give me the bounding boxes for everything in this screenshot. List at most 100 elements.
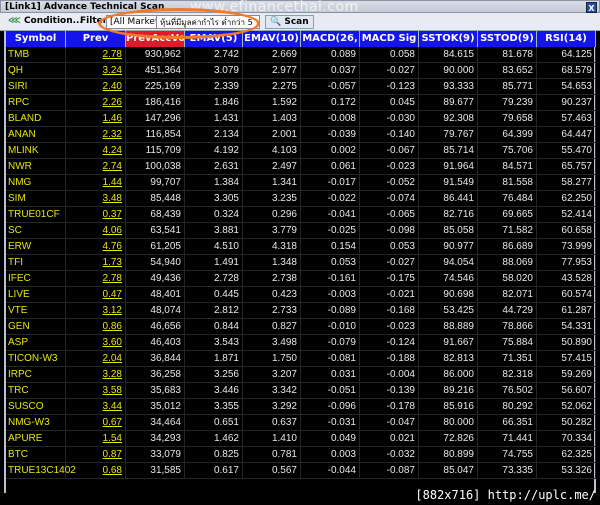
cell-sstok: 84.615 — [419, 47, 478, 63]
cell-rsi: 65.757 — [537, 159, 596, 175]
column-header-sstod[interactable]: SSTOD(9) — [478, 31, 537, 47]
cell-prev[interactable]: 0.87 — [66, 447, 126, 463]
cell-symbol[interactable]: SC — [6, 223, 66, 239]
cell-prev[interactable]: 3.28 — [66, 367, 126, 383]
cell-prev[interactable]: 2.32 — [66, 127, 126, 143]
cell-prev[interactable]: 3.48 — [66, 191, 126, 207]
cell-symbol[interactable]: IFEC — [6, 271, 66, 287]
cell-prev[interactable]: 3.44 — [66, 399, 126, 415]
cell-emav10: 2.733 — [243, 303, 301, 319]
cell-prev[interactable]: 2.78 — [66, 47, 126, 63]
cell-symbol[interactable]: SIM — [6, 191, 66, 207]
condition-button[interactable]: ⋘ Condition... — [8, 16, 83, 26]
cell-prev[interactable]: 4.06 — [66, 223, 126, 239]
column-header-macd[interactable]: MACD(26, — [301, 31, 360, 47]
cell-emav5: 1.431 — [185, 111, 243, 127]
cell-rsi: 50.282 — [537, 415, 596, 431]
cell-macd-sig: -0.023 — [360, 319, 419, 335]
cell-symbol[interactable]: TMB — [6, 47, 66, 63]
cell-rsi: 60.658 — [537, 223, 596, 239]
cell-sstod: 75.706 — [478, 143, 537, 159]
cell-emav10: 3.779 — [243, 223, 301, 239]
cell-symbol[interactable]: APURE — [6, 431, 66, 447]
cell-symbol[interactable]: ERW — [6, 239, 66, 255]
cell-prev[interactable]: 1.44 — [66, 175, 126, 191]
column-header-emav10[interactable]: EMAV(10) — [243, 31, 301, 47]
cell-sstod: 79.239 — [478, 95, 537, 111]
cell-symbol[interactable]: TFI — [6, 255, 66, 271]
cell-symbol[interactable]: IRPC — [6, 367, 66, 383]
cell-prev[interactable]: 0.86 — [66, 319, 126, 335]
cell-prev[interactable]: 1.46 — [66, 111, 126, 127]
cell-macd: 0.154 — [301, 239, 360, 255]
cell-rsi: 61.287 — [537, 303, 596, 319]
cell-symbol[interactable]: SUSCO — [6, 399, 66, 415]
cell-sstok: 74.546 — [419, 271, 478, 287]
cell-macd-sig: -0.030 — [360, 111, 419, 127]
cell-symbol[interactable]: TICON-W3 — [6, 351, 66, 367]
cell-symbol[interactable]: MLINK — [6, 143, 66, 159]
cell-emav10: 1.750 — [243, 351, 301, 367]
cell-rsi: 50.890 — [537, 335, 596, 351]
cell-prev-acc-vol: 35,683 — [126, 383, 185, 399]
cell-symbol[interactable]: GEN — [6, 319, 66, 335]
cell-prev[interactable]: 0.67 — [66, 415, 126, 431]
column-header-prev[interactable]: Prev — [66, 31, 126, 47]
column-header-macd-sig[interactable]: MACD Sig — [360, 31, 419, 47]
cell-symbol[interactable]: TRUE01CF — [6, 207, 66, 223]
cell-macd-sig: -0.098 — [360, 223, 419, 239]
column-header-rsi[interactable]: RSI(14) — [537, 31, 596, 47]
cell-prev[interactable]: 4.76 — [66, 239, 126, 255]
cell-prev[interactable]: 2.78 — [66, 271, 126, 287]
cell-prev[interactable]: 4.24 — [66, 143, 126, 159]
cell-macd-sig: 0.045 — [360, 95, 419, 111]
cell-prev[interactable]: 1.73 — [66, 255, 126, 271]
cell-macd-sig: -0.023 — [360, 159, 419, 175]
cell-symbol[interactable]: TRC — [6, 383, 66, 399]
cell-prev[interactable]: 3.12 — [66, 303, 126, 319]
cell-sstod: 73.335 — [478, 463, 537, 479]
cell-sstod: 71.582 — [478, 223, 537, 239]
cell-prev[interactable]: 2.40 — [66, 79, 126, 95]
cell-prev-acc-vol: 61,205 — [126, 239, 185, 255]
cell-prev[interactable]: 2.74 — [66, 159, 126, 175]
cell-symbol[interactable]: BTC — [6, 447, 66, 463]
cell-prev[interactable]: 0.68 — [66, 463, 126, 479]
cell-emav10: 3.292 — [243, 399, 301, 415]
cell-symbol[interactable]: RPC — [6, 95, 66, 111]
cell-symbol[interactable]: SIRI — [6, 79, 66, 95]
cell-symbol[interactable]: LIVE — [6, 287, 66, 303]
cell-symbol[interactable]: ANAN — [6, 127, 66, 143]
cell-symbol[interactable]: NMG — [6, 175, 66, 191]
cell-prev[interactable]: 1.54 — [66, 431, 126, 447]
cell-prev-acc-vol: 100,038 — [126, 159, 185, 175]
cell-prev[interactable]: 3.60 — [66, 335, 126, 351]
cell-symbol[interactable]: NMG-W3 — [6, 415, 66, 431]
cell-sstod: 76.484 — [478, 191, 537, 207]
cell-prev-acc-vol: 930,962 — [126, 47, 185, 63]
cell-symbol[interactable]: TRUE13C1402 — [6, 463, 76, 479]
cell-prev-acc-vol: 35,012 — [126, 399, 185, 415]
cell-symbol[interactable]: QH — [6, 63, 66, 79]
scan-button[interactable]: 🔍 Scan — [265, 15, 314, 29]
cell-symbol[interactable]: VTE — [6, 303, 66, 319]
cell-prev[interactable]: 0.47 — [66, 287, 126, 303]
cell-prev[interactable]: 3.58 — [66, 383, 126, 399]
cell-emav5: 0.844 — [185, 319, 243, 335]
cell-sstok: 89.677 — [419, 95, 478, 111]
cell-sstod: 58.020 — [478, 271, 537, 287]
cell-sstok: 91.667 — [419, 335, 478, 351]
cell-symbol[interactable]: NWR — [6, 159, 66, 175]
cell-prev[interactable]: 0.37 — [66, 207, 126, 223]
column-header-symbol[interactable]: Symbol — [6, 31, 66, 47]
cell-prev[interactable]: 2.26 — [66, 95, 126, 111]
close-button[interactable]: X — [586, 2, 597, 13]
cell-prev[interactable]: 2.04 — [66, 351, 126, 367]
cell-macd: -0.022 — [301, 191, 360, 207]
cell-rsi: 62.325 — [537, 447, 596, 463]
column-header-sstok[interactable]: SSTOK(9) — [419, 31, 478, 47]
cell-symbol[interactable]: ASP — [6, 335, 66, 351]
cell-symbol[interactable]: BLAND — [6, 111, 66, 127]
cell-rsi: 57.463 — [537, 111, 596, 127]
cell-prev[interactable]: 3.24 — [66, 63, 126, 79]
